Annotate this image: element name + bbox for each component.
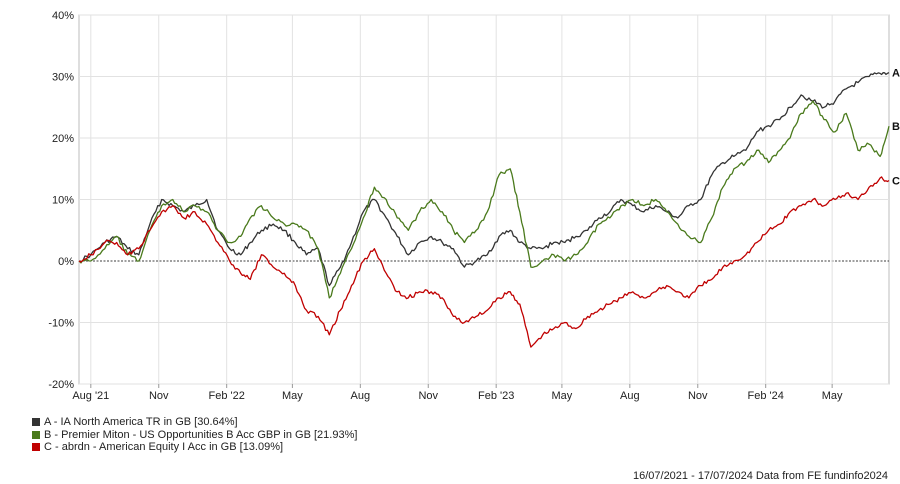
x-tick-label: Aug — [620, 390, 640, 402]
y-tick-label: 40% — [52, 10, 74, 22]
x-tick-label: Aug — [351, 390, 371, 402]
y-tick-label: 20% — [52, 133, 74, 145]
legend-swatch — [32, 443, 40, 452]
legend-label: C - abrdn - American Equity I Acc in GB … — [44, 441, 284, 453]
legend-label: B - Premier Miton - US Opportunities B A… — [44, 428, 358, 441]
series-line-C — [78, 176, 890, 348]
y-tick-label: 30% — [52, 72, 74, 84]
x-tick-label: Nov — [149, 390, 169, 402]
series-line-B — [78, 100, 890, 299]
x-tick-label: May — [552, 390, 573, 402]
x-tick-label: Nov — [418, 390, 438, 402]
legend-swatch — [32, 430, 40, 439]
y-tick-label: -20% — [48, 379, 74, 391]
chart-footer: 16/07/2021 - 17/07/2024 Data from FE fun… — [632, 470, 888, 482]
legend-item: A - IA North America TR in GB [30.64%] — [32, 416, 357, 429]
legend-label: A - IA North America TR in GB [30.64%] — [44, 416, 238, 428]
x-tick-label: May — [822, 390, 843, 402]
y-tick-label: 10% — [52, 195, 74, 207]
x-tick-label: Feb '24 — [748, 390, 784, 402]
y-tick-label: 0% — [58, 256, 74, 268]
legend-swatch — [32, 418, 40, 427]
x-tick-label: May — [282, 390, 303, 402]
x-tick-label: Aug '21 — [72, 390, 109, 402]
x-tick-label: Nov — [688, 390, 708, 402]
y-tick-label: -10% — [48, 318, 74, 330]
series-end-label: A — [892, 68, 900, 80]
legend-item: B - Premier Miton - US Opportunities B A… — [32, 429, 357, 442]
x-tick-label: Feb '23 — [478, 390, 514, 402]
line-chart: 40% 30% 20% 10% 0% -10% -20%Aug '21 Nov Feb '22 M… — [48, 10, 900, 402]
series-end-label: C — [892, 175, 900, 187]
chart-legend: A - IA North America TR in GB [30.64%] B … — [32, 416, 357, 454]
x-tick-label: Feb '22 — [208, 390, 244, 402]
legend-item: C - abrdn - American Equity I Acc in GB … — [32, 441, 357, 454]
series-end-label: B — [892, 121, 900, 133]
